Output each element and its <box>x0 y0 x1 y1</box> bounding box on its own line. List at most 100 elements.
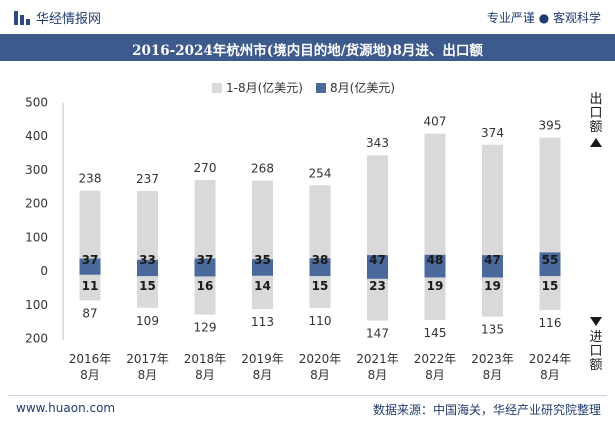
y-tick-label: 100 <box>25 298 48 312</box>
x-tick-label: 8月 <box>425 368 445 382</box>
x-tick-label: 2018年 <box>184 352 227 366</box>
import-cumulative-bar <box>252 271 273 310</box>
import-side-label-char: 额 <box>589 358 602 373</box>
import-month-bar <box>424 271 446 278</box>
up-triangle-icon <box>590 138 602 147</box>
import-cumulative-label: 135 <box>481 323 504 337</box>
legend: 1-8月(亿美元) 8月(亿美元) <box>212 80 395 95</box>
export-cumulative-bar <box>252 180 273 271</box>
x-tick-label: 8月 <box>138 368 158 382</box>
export-month-bar <box>539 252 561 271</box>
y-tick-label: 0 <box>40 264 48 278</box>
footer-website[interactable]: www.huaon.com <box>16 401 116 415</box>
export-month-label: 55 <box>542 253 559 267</box>
import-month-label: 15 <box>542 279 559 293</box>
x-tick-label: 8月 <box>540 368 560 382</box>
chart: 1-8月(亿美元) 8月(亿美元) 5004003002001000100200 … <box>25 80 602 382</box>
import-cumulative-bar <box>539 271 561 311</box>
export-cumulative-label: 270 <box>194 161 217 175</box>
legend-label: 8月(亿美元) <box>330 80 395 95</box>
down-triangle-icon <box>590 317 602 326</box>
import-month-label: 19 <box>427 279 444 293</box>
brand-name: 华经情报网 <box>36 12 102 27</box>
export-month-label: 47 <box>484 253 501 267</box>
import-month-label: 11 <box>82 279 99 293</box>
bars <box>79 133 561 321</box>
import-month-bar <box>194 271 216 277</box>
import-month-bar <box>482 271 503 278</box>
x-tick-label: 8月 <box>368 368 388 382</box>
export-cumulative-bar <box>367 155 388 271</box>
import-month-label: 15 <box>312 279 329 293</box>
brand: 华经情报网 <box>14 8 101 27</box>
x-tick-label: 2023年 <box>471 352 514 366</box>
x-axis: 2016年 8月 2017年 8月 2018年 8月 2019年 8月 2020年 8月 2021年… <box>69 352 572 382</box>
y-tick-label: 300 <box>25 163 48 177</box>
y-tick-label: 100 <box>25 230 48 244</box>
import-cumulative-bar <box>194 271 216 315</box>
chart-title: 2016-2024年杭州市(境内目的地/货源地)8月进、出口额 <box>132 43 483 59</box>
import-cumulative-label: 147 <box>366 327 389 341</box>
import-month-label: 15 <box>139 279 156 293</box>
x-tick-label: 8月 <box>195 368 215 382</box>
import-month-bar <box>79 271 101 275</box>
x-tick-label: 8月 <box>80 368 100 382</box>
import-cumulative-bar <box>79 271 101 301</box>
export-month-bar <box>367 255 388 271</box>
y-tick-label: 500 <box>25 95 48 109</box>
x-tick-label: 8月 <box>310 368 330 382</box>
export-cumulative-label: 395 <box>539 119 562 133</box>
export-month-label: 35 <box>254 253 271 267</box>
export-month-label: 48 <box>427 253 444 267</box>
export-cumulative-bar <box>482 144 503 271</box>
export-month-bar <box>137 259 158 271</box>
data-labels: 238 37 11 87 237 33 15 109 270 37 16 129 268 35 14 113 2… <box>79 115 562 341</box>
y-axis: 500 400 300 200 100 0 100 200 <box>25 95 48 345</box>
export-cumulative-label: 238 <box>79 172 102 186</box>
footer-divider <box>8 395 607 396</box>
import-month-label: 23 <box>369 279 386 293</box>
import-cumulative-bar <box>367 271 388 321</box>
x-tick-label: 2020年 <box>299 352 342 366</box>
import-cumulative-label: 110 <box>309 314 332 328</box>
import-cumulative-label: 113 <box>251 315 274 329</box>
x-tick-label: 8月 <box>483 368 503 382</box>
export-cumulative-label: 237 <box>136 172 159 186</box>
x-tick-label: 2019年 <box>241 352 284 366</box>
x-tick-label: 2021年 <box>356 352 399 366</box>
export-month-bar <box>194 258 216 271</box>
export-month-bar <box>309 258 331 271</box>
export-cumulative-label: 254 <box>309 166 332 180</box>
import-side-label-char: 进 <box>589 330 602 345</box>
export-cumulative-bar <box>137 191 158 271</box>
title-bar: 2016-2024年杭州市(境内目的地/货源地)8月进、出口额 <box>0 34 615 61</box>
x-tick-label: 8月 <box>253 368 273 382</box>
legend-swatch <box>316 83 326 93</box>
x-tick-label: 2024年 <box>529 352 572 366</box>
import-cumulative-bar <box>424 271 446 320</box>
export-cumulative-label: 407 <box>424 115 447 129</box>
export-cumulative-label: 343 <box>366 136 389 150</box>
import-cumulative-label: 109 <box>136 314 159 328</box>
import-month-label: 16 <box>197 279 214 293</box>
import-side-label-char: 口 <box>589 344 602 359</box>
export-side-label-char: 额 <box>589 120 602 135</box>
export-cumulative-bar <box>79 190 101 271</box>
import-month-label: 14 <box>254 279 271 293</box>
import-cumulative-label: 87 <box>82 306 97 320</box>
import-side-label: 进口额 <box>589 330 602 373</box>
export-cumulative-bar <box>424 133 446 271</box>
export-month-label: 37 <box>197 253 214 267</box>
x-tick-label: 2022年 <box>414 352 457 366</box>
export-month-label: 37 <box>82 253 99 267</box>
import-month-bar <box>137 271 158 277</box>
y-tick-label: 200 <box>25 197 48 211</box>
y-tick-label: 200 <box>25 332 48 346</box>
bar-chart-logo-icon <box>14 10 30 26</box>
import-cumulative-label: 129 <box>194 321 217 335</box>
export-month-bar <box>482 255 503 271</box>
export-cumulative-bar <box>539 137 561 271</box>
export-month-bar <box>79 258 101 271</box>
import-month-bar <box>539 271 561 277</box>
import-month-bar <box>367 271 388 279</box>
